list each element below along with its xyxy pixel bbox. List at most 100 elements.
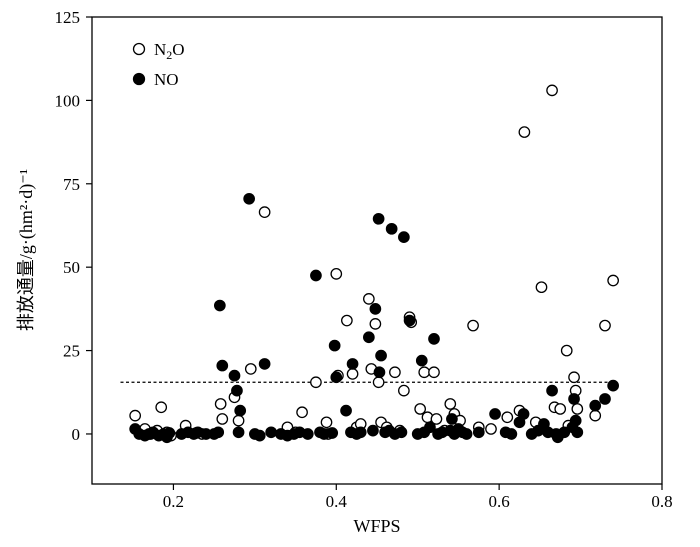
no-data-point [340,404,352,417]
no-data-point [346,358,359,370]
x-tick-label: 0.4 [326,492,348,511]
n2o-data-point [244,363,257,375]
no-data-point [571,426,584,439]
no-data-point [546,384,558,397]
no-data-point [163,427,176,439]
y-tick-label: 100 [55,91,81,110]
legend-marker-n2o [132,42,146,56]
n2o-data-point [589,409,602,422]
n2o-data-point [535,281,548,294]
y-tick-label: 125 [55,8,81,27]
no-data-point [213,299,226,312]
n2o-data-point [467,319,479,332]
y-axis-title-group: 排放通量/g·(hm²·d)⁻¹ [16,169,37,331]
no-data-point [265,426,277,439]
no-data-point [517,408,530,420]
n2o-data-point [389,366,401,379]
y-axis-title: 排放通量/g·(hm²·d)⁻¹ [16,169,37,331]
no-data-point [212,426,225,439]
n2o-data-point [430,413,443,425]
n2o-data-point [428,366,440,379]
n2o-data-point [232,414,245,427]
y-tick-label: 25 [63,342,80,361]
no-data-point [569,414,582,427]
n2o-data-point [560,344,573,357]
x-tick-label: 0.6 [489,492,510,511]
n2o-data-point [310,376,322,389]
legend-label-no: NO [154,70,179,89]
no-data-point [232,426,245,439]
n2o-data-point [444,398,457,410]
no-data-point [428,333,440,345]
no-data-point [369,303,382,315]
no-data-point [258,358,271,370]
no-data-point [330,371,343,384]
no-data-point [253,429,266,442]
legend-label-tail: O [172,40,184,59]
n2o-data-point [214,398,227,410]
n2o-data-point [330,267,343,280]
no-data-point [395,426,408,439]
no-data-point [446,413,458,425]
no-data-point [589,399,602,412]
legend-marker-no [132,72,146,86]
n2o-data-point [546,84,558,97]
n2o-data-point [369,318,382,330]
n2o-data-point [414,403,427,415]
plot-frame [91,16,663,485]
no-data-point [568,393,580,405]
no-data-point [424,421,436,434]
no-data-point [363,331,375,344]
no-data-point [489,408,501,420]
no-data-point [373,366,386,379]
no-data-point [472,426,485,439]
n2o-data-point [418,366,431,379]
no-data-point [607,379,619,392]
no-data-point [301,428,314,440]
no-data-point [599,393,611,405]
n2o-data-point [258,206,271,218]
n2o-data-point [599,319,611,332]
no-data-point [398,231,410,244]
n2o-data-point [571,403,584,415]
n2o-data-point [485,423,497,435]
no-data-point [231,384,243,397]
points-group [129,84,619,444]
no-data-point [354,426,367,439]
y-tick-label: 0 [72,425,81,444]
no-data-point [372,212,385,225]
legend-label-n2o: N2O [154,40,185,62]
no-data-point [310,269,322,282]
no-data-point [234,404,247,417]
no-data-point [367,424,379,437]
no-data-point [328,339,341,352]
n2o-data-point [568,371,580,384]
no-data-point [228,369,241,382]
no-data-point [326,427,339,439]
n2o-data-point [363,293,375,305]
n2o-data-point [518,126,531,138]
n2o-data-point [216,413,229,425]
n2o-data-point [320,416,333,429]
no-data-point [385,222,398,235]
no-data-point [243,192,256,205]
n2o-data-point [554,403,567,415]
plot-frame-group [91,16,663,485]
no-data-point [375,349,387,362]
no-data-point [403,314,416,327]
no-data-point [460,428,473,440]
n2o-data-point [296,406,308,419]
no-data-point [415,354,428,367]
n2o-data-point [155,401,168,414]
x-tick-label: 0.8 [651,492,672,511]
y-tick-label: 50 [63,258,80,277]
no-data-point [505,428,518,440]
n2o-data-point [129,409,142,422]
n2o-data-point [398,384,410,397]
legend: N2O NO [132,40,185,89]
n2o-data-point [341,314,353,327]
n2o-data-point [372,376,385,389]
y-tick-label: 75 [63,175,80,194]
